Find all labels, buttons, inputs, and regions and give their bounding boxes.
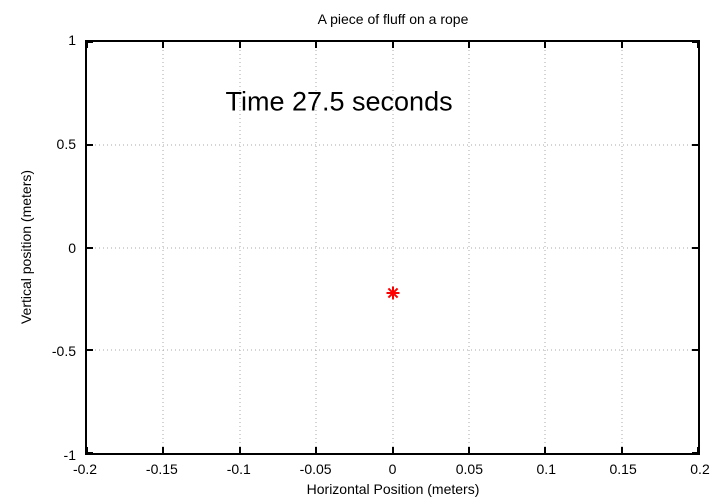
x-tick-top — [544, 42, 547, 48]
x-tick-labels: -0.2 -0.15 -0.1 -0.05 0 0.05 0.1 0.15 0.2 — [73, 461, 710, 477]
data-point-asterisk-marker — [386, 286, 399, 300]
x-tick-label: -0.15 — [145, 461, 178, 477]
x-tick-top — [697, 42, 698, 48]
y-axis-label: Vertical position (meters) — [18, 169, 34, 325]
x-tick-bottom — [238, 447, 241, 453]
y-gridline — [87, 247, 698, 248]
x-tick-label: 0 — [388, 461, 397, 477]
x-axis-label: Horizontal Position (meters) — [306, 481, 480, 497]
y-tick-right — [692, 246, 698, 249]
x-tick-label: -0.05 — [299, 461, 332, 477]
x-tick-label: 0.05 — [455, 461, 483, 477]
y-tick-right — [692, 349, 698, 352]
x-tick-bottom — [467, 447, 470, 453]
time-annotation: Time 27.5 seconds — [225, 86, 453, 117]
x-tick-top — [391, 42, 394, 48]
x-tick-top — [620, 42, 623, 48]
x-tick-bottom — [697, 447, 698, 453]
y-tick-label: 0.5 — [56, 135, 76, 152]
x-tick-bottom — [544, 447, 547, 453]
x-tick-top — [238, 42, 241, 48]
y-tick-right — [692, 42, 698, 43]
x-tick-label: 0.15 — [609, 461, 637, 477]
x-tick-label: -0.1 — [226, 461, 251, 477]
y-tick-label: -0.5 — [51, 343, 76, 360]
y-tick-label: 1 — [68, 32, 76, 48]
y-tick-label: -1 — [63, 447, 76, 463]
y-tick-right — [692, 143, 698, 146]
y-tick-left — [87, 42, 93, 43]
y-tick-left — [87, 349, 93, 352]
asterisk-icon — [386, 286, 399, 300]
x-tick-top — [467, 42, 470, 48]
y-tick-label: 0 — [68, 239, 76, 256]
x-tick-top — [162, 42, 165, 48]
y-tick-right — [692, 452, 698, 453]
x-tick-label: 0.2 — [690, 461, 710, 477]
x-tick-bottom — [620, 447, 623, 453]
y-tick-left — [87, 143, 93, 146]
x-tick-label: 0.1 — [536, 461, 556, 477]
x-tick-top — [87, 42, 88, 48]
x-tick-bottom — [87, 447, 88, 453]
x-tick-bottom — [315, 447, 318, 453]
y-gridline — [87, 349, 698, 351]
y-gridline — [87, 144, 698, 146]
chart-title: A piece of fluff on a rope — [317, 11, 469, 27]
x-tick-label: -0.2 — [72, 461, 98, 477]
plot-area: Time 27.5 seconds — [85, 40, 700, 455]
x-tick-top — [315, 42, 318, 48]
y-tick-left — [87, 452, 93, 453]
x-tick-bottom — [162, 447, 165, 453]
y-tick-labels: -1 -0.5 0 0.5 1 — [0, 32, 76, 463]
x-tick-bottom — [391, 447, 394, 453]
y-tick-left — [87, 246, 93, 249]
